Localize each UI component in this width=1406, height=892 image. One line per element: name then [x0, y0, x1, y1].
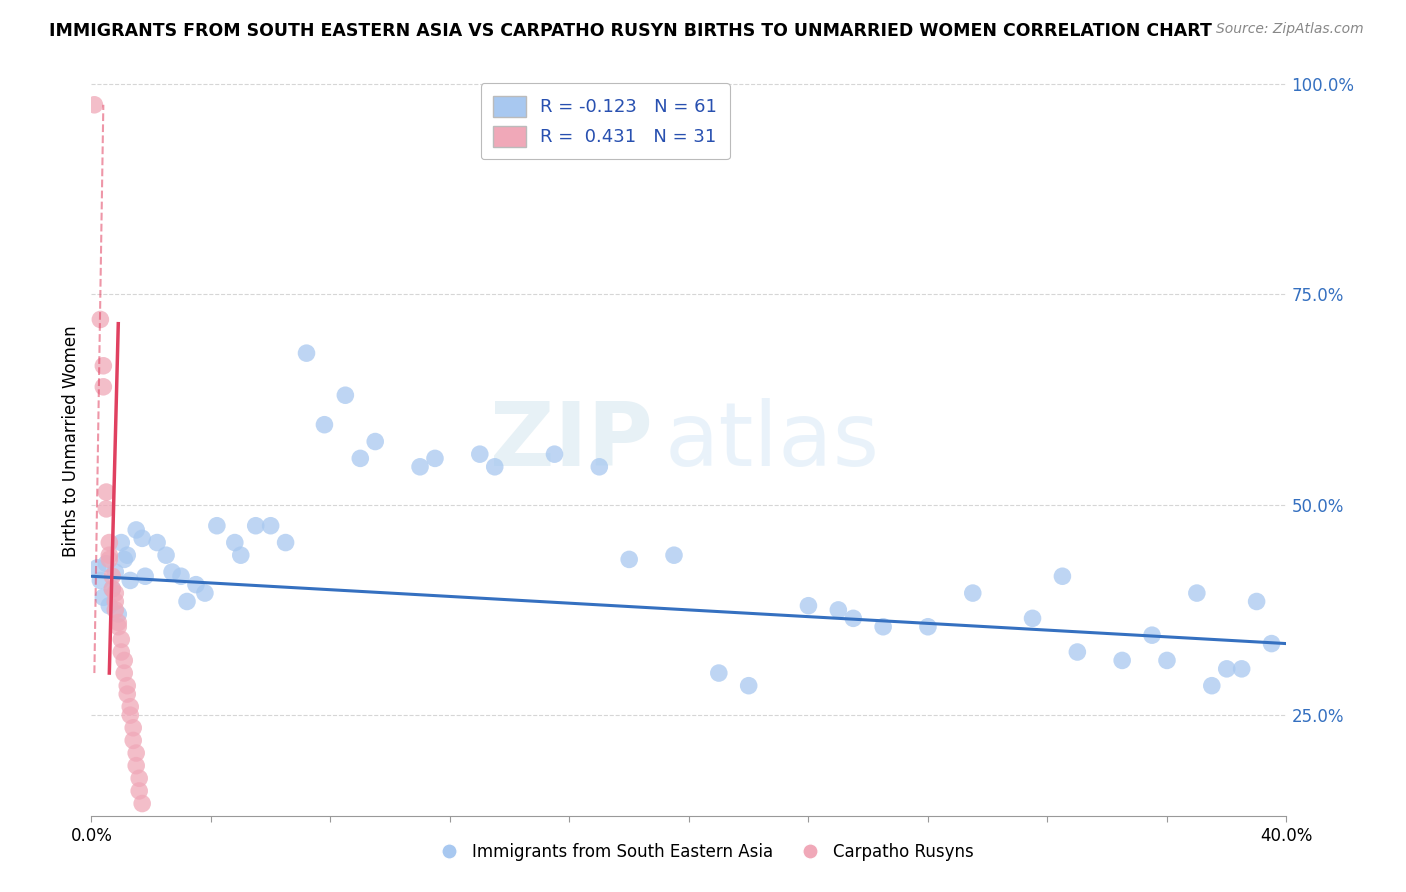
Point	[1052, 569, 1074, 583]
Point	[229, 548, 252, 562]
Point	[96, 485, 118, 500]
Point	[131, 797, 153, 811]
Point	[588, 459, 610, 474]
Point	[98, 552, 121, 566]
Point	[662, 548, 685, 562]
Point	[101, 569, 124, 583]
Point	[112, 653, 135, 667]
Point	[110, 535, 132, 549]
Point	[1066, 645, 1088, 659]
Point	[98, 599, 121, 613]
Point	[98, 548, 121, 562]
Point	[146, 535, 169, 549]
Point	[184, 577, 207, 591]
Point	[274, 535, 297, 549]
Point	[115, 679, 138, 693]
Point	[1246, 594, 1268, 608]
Point	[120, 699, 142, 714]
Point	[120, 574, 142, 588]
Point	[543, 447, 565, 461]
Point	[110, 645, 132, 659]
Point	[122, 721, 145, 735]
Point	[110, 632, 132, 647]
Point	[1230, 662, 1253, 676]
Point	[115, 687, 138, 701]
Point	[125, 746, 148, 760]
Point	[917, 620, 939, 634]
Point	[93, 359, 115, 373]
Point	[155, 548, 177, 562]
Point	[1216, 662, 1239, 676]
Point	[797, 599, 820, 613]
Point	[962, 586, 984, 600]
Point	[1201, 679, 1223, 693]
Point	[86, 561, 108, 575]
Point	[96, 502, 118, 516]
Point	[101, 582, 124, 596]
Point	[484, 459, 506, 474]
Point	[104, 594, 127, 608]
Point	[89, 574, 111, 588]
Point	[1111, 653, 1133, 667]
Point	[115, 548, 138, 562]
Point	[194, 586, 217, 600]
Point	[349, 451, 371, 466]
Point	[259, 518, 281, 533]
Point	[409, 459, 432, 474]
Point	[170, 569, 193, 583]
Point	[107, 615, 129, 630]
Point	[83, 97, 105, 112]
Point	[125, 758, 148, 772]
Point	[104, 603, 127, 617]
Point	[122, 733, 145, 747]
Point	[131, 532, 153, 546]
Point	[176, 594, 198, 608]
Point	[112, 552, 135, 566]
Y-axis label: Births to Unmarried Women: Births to Unmarried Women	[62, 326, 80, 558]
Point	[160, 565, 183, 579]
Point	[128, 772, 150, 786]
Point	[98, 535, 121, 549]
Text: atlas: atlas	[665, 398, 880, 485]
Point	[104, 586, 127, 600]
Point	[619, 552, 641, 566]
Point	[707, 666, 730, 681]
Legend: R = -0.123   N = 61, R =  0.431   N = 31: R = -0.123 N = 61, R = 0.431 N = 31	[481, 84, 730, 160]
Point	[107, 607, 129, 621]
Point	[335, 388, 357, 402]
Point	[842, 611, 865, 625]
Text: ZIP: ZIP	[491, 398, 652, 485]
Point	[737, 679, 759, 693]
Point	[89, 312, 111, 326]
Point	[112, 666, 135, 681]
Point	[1140, 628, 1163, 642]
Point	[224, 535, 246, 549]
Point	[104, 565, 127, 579]
Point	[101, 582, 124, 596]
Point	[364, 434, 387, 449]
Point	[107, 620, 129, 634]
Point	[468, 447, 491, 461]
Text: Source: ZipAtlas.com: Source: ZipAtlas.com	[1216, 22, 1364, 37]
Point	[1021, 611, 1043, 625]
Point	[827, 603, 849, 617]
Legend: Immigrants from South Eastern Asia, Carpatho Rusyns: Immigrants from South Eastern Asia, Carp…	[426, 837, 980, 868]
Text: IMMIGRANTS FROM SOUTH EASTERN ASIA VS CARPATHO RUSYN BIRTHS TO UNMARRIED WOMEN C: IMMIGRANTS FROM SOUTH EASTERN ASIA VS CA…	[49, 22, 1212, 40]
Point	[134, 569, 156, 583]
Point	[1260, 637, 1282, 651]
Point	[205, 518, 228, 533]
Point	[125, 523, 148, 537]
Point	[128, 784, 150, 798]
Point	[295, 346, 318, 360]
Point	[96, 557, 118, 571]
Point	[93, 591, 115, 605]
Point	[93, 380, 115, 394]
Point	[1156, 653, 1178, 667]
Point	[314, 417, 336, 432]
Point	[423, 451, 446, 466]
Point	[245, 518, 267, 533]
Point	[120, 708, 142, 723]
Point	[1185, 586, 1208, 600]
Point	[872, 620, 894, 634]
